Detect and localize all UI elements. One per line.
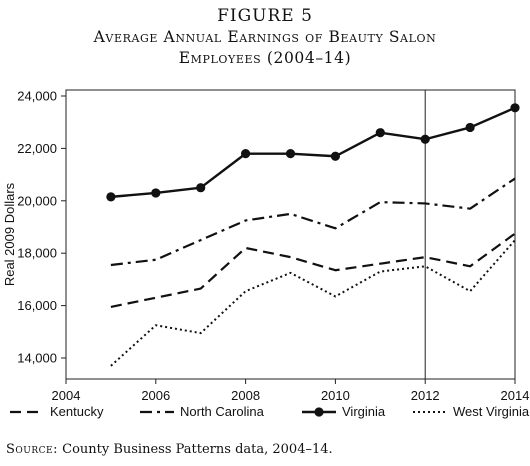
legend-label-virginia: Virginia: [342, 404, 386, 419]
data-point-virginia: [330, 151, 340, 161]
line-chart: 14,000 16,000 18,000 20,000 22,000 24,000 2004…: [2, 89, 530, 420]
legend-label-north-carolina: North Carolina: [180, 404, 265, 419]
source-prefix: Source:: [6, 442, 58, 457]
series-line-kentucky: [110, 232, 516, 308]
x-tick-label: 2014: [501, 388, 530, 403]
data-point-virginia: [375, 128, 385, 138]
series-line-virginia: [110, 106, 516, 199]
data-point-virginia: [285, 149, 296, 159]
figure-label: FIGURE 5: [217, 6, 313, 26]
chart-title-line-2: Employees (2004–14): [178, 49, 352, 67]
data-point-virginia: [420, 134, 430, 144]
y-tick-label: 14,000: [17, 351, 57, 366]
x-tick-label: 2006: [141, 388, 170, 403]
chart-title-line-1: Average Annual Earnings of Beauty Salon: [93, 28, 437, 46]
y-tick-label: 16,000: [17, 298, 57, 313]
legend-label-kentucky: Kentucky: [50, 404, 104, 419]
y-tick-label: 20,000: [17, 193, 57, 208]
data-point-virginia: [151, 188, 161, 198]
data-point-virginia: [106, 192, 116, 202]
data-point-virginia: [196, 183, 206, 193]
y-axis-title: Real 2009 Dollars: [2, 182, 17, 286]
legend-label-west-virginia: West Virginia: [453, 404, 530, 419]
y-tick-label: 22,000: [17, 141, 57, 156]
chart-title: Average Annual Earnings of Beauty Salon …: [0, 27, 530, 69]
series-line-west-virginia: [110, 239, 516, 367]
x-tick-label: 2010: [321, 388, 350, 403]
y-tick-label: 24,000: [17, 89, 57, 104]
data-point-virginia: [465, 122, 475, 133]
source-note: Source: County Business Patterns data, 2…: [6, 442, 333, 457]
series-line-north-carolina: [110, 177, 516, 267]
x-tick-label: 2008: [231, 388, 260, 403]
plot-frame: [65, 89, 516, 380]
x-tick-label: 2012: [411, 388, 440, 403]
data-point-virginia: [510, 103, 520, 113]
y-tick-label: 18,000: [17, 246, 57, 261]
x-tick-label: 2004: [52, 388, 81, 403]
source-text: County Business Patterns data, 2004–14.: [57, 442, 333, 457]
data-point-virginia: [241, 149, 251, 159]
legend-marker-virginia: [314, 407, 324, 417]
